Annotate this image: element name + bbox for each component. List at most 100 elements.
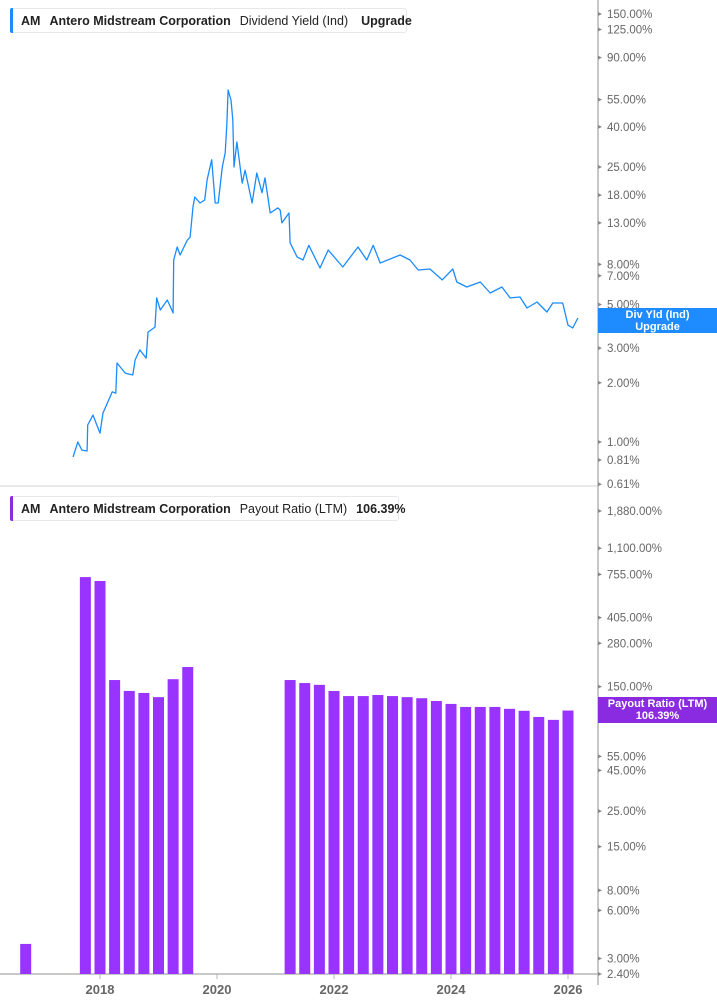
top-legend: AM Antero Midstream Corporation Dividend… <box>10 8 412 33</box>
y-tick-label: 2.00% <box>607 378 640 390</box>
y-tick-mark <box>598 440 602 444</box>
y-tick-label: 755.00% <box>607 569 652 581</box>
y-tick-label: 6.00% <box>607 905 640 917</box>
legend-metric: Payout Ratio (LTM) <box>239 501 348 516</box>
payout-bar[interactable] <box>387 696 398 974</box>
y-tick-mark <box>598 508 602 513</box>
y-tick-label: 15.00% <box>607 842 646 854</box>
y-tick-mark <box>598 844 602 849</box>
y-tick-mark <box>598 641 602 646</box>
y-tick-mark <box>598 27 602 32</box>
payout-bars <box>20 577 574 974</box>
top-y-axis: 150.00% 125.00% 90.00% 55.00% 40.00% 25.00% 18… <box>598 9 652 491</box>
payout-bar[interactable] <box>138 692 150 974</box>
payout-bar[interactable] <box>167 679 179 974</box>
y-tick-label: 0.81% <box>607 455 640 467</box>
x-axis: 2018 2020 2022 2024 2026 <box>86 974 583 997</box>
payout-bar[interactable] <box>123 690 135 974</box>
y-tick-mark <box>598 273 602 278</box>
payout-bar[interactable] <box>445 703 457 974</box>
payout-bar[interactable] <box>79 577 91 974</box>
y-tick-label: 150.00% <box>607 9 652 21</box>
y-tick-label: 150.00% <box>607 682 652 694</box>
y-tick-mark <box>598 11 602 16</box>
y-tick-mark <box>598 768 602 773</box>
series-color-swatch <box>10 8 13 33</box>
y-tick-mark <box>598 615 602 620</box>
payout-bar[interactable] <box>430 701 442 974</box>
y-tick-mark <box>598 956 602 961</box>
payout-bar[interactable] <box>416 698 428 974</box>
legend-metric: Dividend Yield (Ind) <box>239 13 349 28</box>
y-tick-mark <box>598 193 602 198</box>
payout-bar[interactable] <box>109 680 121 974</box>
y-tick-label: 25.00% <box>607 162 646 174</box>
dividend-yield-line <box>72 89 579 458</box>
y-tick-mark <box>598 754 602 759</box>
y-tick-label: 25.00% <box>607 806 646 818</box>
x-tick-label: 2026 <box>554 982 583 997</box>
payout-bar[interactable] <box>533 716 545 974</box>
badge-label: Div Yld (Ind) <box>625 309 690 321</box>
y-tick-label: 1,100.00% <box>607 543 662 555</box>
y-tick-label: 125.00% <box>607 25 652 37</box>
y-tick-mark <box>598 302 602 307</box>
payout-bar[interactable] <box>547 719 559 974</box>
legend-value: 106.39% <box>356 501 406 516</box>
payout-bar[interactable] <box>489 706 501 974</box>
y-tick-mark <box>598 908 602 913</box>
y-tick-mark <box>598 346 602 351</box>
payout-bar[interactable] <box>299 683 311 974</box>
payout-bar[interactable] <box>313 684 325 974</box>
y-tick-mark <box>598 55 602 60</box>
payout-bar[interactable] <box>284 680 296 974</box>
series-color-swatch <box>10 496 13 521</box>
y-tick-mark <box>598 380 602 385</box>
y-tick-mark <box>598 262 602 267</box>
y-tick-label: 45.00% <box>607 765 646 777</box>
y-tick-label: 55.00% <box>607 95 646 107</box>
y-tick-mark <box>598 546 602 551</box>
payout-bar[interactable] <box>343 696 355 974</box>
y-tick-mark <box>598 165 602 170</box>
y-tick-label: 55.00% <box>607 751 646 763</box>
y-tick-mark <box>598 809 602 814</box>
y-tick-mark <box>598 972 602 976</box>
payout-bar[interactable] <box>94 581 106 974</box>
y-tick-label: 405.00% <box>607 613 652 625</box>
y-tick-label: 7.00% <box>607 271 640 283</box>
x-tick-label: 2024 <box>437 982 467 997</box>
div-yield-badge[interactable]: Div Yld (Ind) Upgrade <box>598 308 717 333</box>
y-tick-mark <box>598 684 602 689</box>
y-tick-label: 0.61% <box>607 479 640 491</box>
x-tick-label: 2020 <box>203 982 232 997</box>
payout-bar[interactable] <box>474 706 486 974</box>
y-tick-label: 1,880.00% <box>607 506 662 518</box>
payout-bar[interactable] <box>357 696 369 974</box>
payout-bar[interactable] <box>562 710 574 974</box>
payout-bar[interactable] <box>504 708 515 974</box>
payout-bar[interactable] <box>153 697 164 974</box>
y-tick-label: 90.00% <box>607 53 646 65</box>
payout-bar[interactable] <box>460 706 472 974</box>
y-tick-mark <box>598 97 602 102</box>
badge-value: 106.39% <box>635 710 680 722</box>
payout-bar[interactable] <box>328 690 340 974</box>
upgrade-link[interactable]: Upgrade <box>361 13 412 28</box>
x-tick-label: 2022 <box>320 982 349 997</box>
payout-bar[interactable] <box>518 710 530 974</box>
y-tick-label: 18.00% <box>607 190 646 202</box>
y-tick-mark <box>598 458 602 463</box>
legend-ticker: AM <box>21 501 41 516</box>
payout-bar[interactable] <box>182 667 194 974</box>
y-tick-label: 8.00% <box>607 259 640 271</box>
payout-ratio-badge: Payout Ratio (LTM) 106.39% <box>598 697 717 723</box>
payout-bar[interactable] <box>401 697 413 974</box>
y-tick-label: 3.00% <box>607 953 640 965</box>
y-tick-mark <box>598 572 602 577</box>
payout-bar[interactable] <box>372 695 384 974</box>
payout-bar[interactable] <box>20 943 32 974</box>
y-tick-mark <box>598 482 602 487</box>
bottom-y-axis: 1,880.00% 1,100.00% 755.00% 405.00% 280.00% 1… <box>598 506 662 981</box>
